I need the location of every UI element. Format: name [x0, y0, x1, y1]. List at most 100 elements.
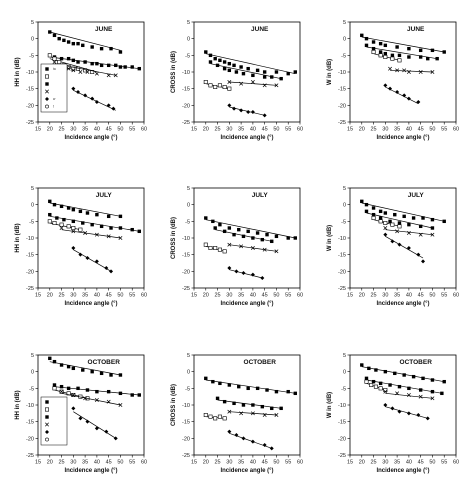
legend-marker: [45, 104, 49, 109]
point-open-square: [371, 216, 376, 221]
x-tick-label: 25: [370, 293, 376, 299]
point-filled-square: [360, 363, 364, 367]
x-tick-label: 20: [203, 127, 209, 133]
x-tick-label: 40: [250, 460, 256, 466]
y-tick-label: 5: [31, 353, 34, 359]
y-tick-label: -5: [341, 219, 346, 225]
y-tick-label: 0: [343, 203, 346, 209]
point-filled-square: [106, 389, 111, 394]
series-3: [47, 53, 97, 75]
x-tick-label: 20: [47, 127, 53, 133]
point-filled-square: [388, 383, 392, 387]
point-cross: [106, 399, 111, 404]
point-filled-square: [371, 46, 376, 51]
x-tick-label: 45: [418, 460, 424, 466]
series-4: [388, 66, 435, 74]
point-cross: [418, 70, 423, 74]
point-filled-square: [130, 393, 134, 397]
y-axis-label: HH in (dB): [15, 57, 21, 86]
point-cross: [83, 396, 88, 401]
x-tick-label: 25: [370, 127, 376, 133]
x-tick-label: 60: [141, 127, 147, 133]
point-filled-diamond: [104, 429, 109, 434]
y-tick-label: -20: [26, 103, 34, 109]
point-filled-square: [397, 53, 402, 58]
point-cross-stroke: [395, 68, 400, 73]
x-tick-label: 35: [394, 460, 400, 466]
x-tick-label: 45: [262, 127, 268, 133]
point-cross: [227, 242, 232, 247]
y-tick-label: -5: [29, 53, 34, 59]
point-cross: [52, 60, 57, 64]
point-filled-diamond: [397, 409, 402, 414]
x-tick-label: 50: [117, 127, 123, 133]
y-tick-label: -15: [338, 420, 346, 426]
trend-line: [73, 90, 116, 111]
x-axis-label: Incidence angle (°): [64, 468, 117, 474]
x-tick-label: 45: [418, 127, 424, 133]
x-axis-label: Incidence angle (°): [220, 468, 273, 474]
point-filled-square: [78, 209, 83, 214]
point-filled-square: [66, 386, 71, 391]
panel-2: 15 20 25 30 35 40 45 50 55 6050-5-10-15-20-25JUNE…: [171, 20, 303, 141]
y-tick-label: 0: [187, 370, 190, 376]
point-filled-square: [388, 219, 392, 224]
point-filled-square: [99, 46, 104, 51]
point-filled-square: [286, 71, 290, 76]
point-filled-diamond: [227, 103, 232, 108]
point-filled-square: [232, 63, 236, 68]
point-cross: [71, 393, 76, 397]
point-filled-square: [59, 363, 64, 367]
point-filled-diamond: [246, 110, 251, 114]
point-filled-square: [411, 216, 416, 220]
point-filled-square: [71, 41, 76, 46]
series-3: [371, 216, 402, 229]
point-cross: [59, 389, 64, 394]
point-filled-diamond: [390, 239, 395, 244]
trend-line: [361, 202, 445, 222]
point-filled-square: [234, 70, 239, 74]
y-tick-label: -25: [182, 286, 190, 292]
point-filled-square: [118, 50, 123, 54]
plot-frame: [193, 187, 301, 289]
point-open-square: [47, 53, 52, 58]
point-open-square: [397, 58, 402, 63]
y-tick-label: -10: [26, 70, 34, 76]
x-tick-label: 20: [203, 293, 209, 299]
point-filled-square: [246, 66, 250, 71]
point-filled-square: [208, 60, 213, 64]
point-cross-stroke: [406, 70, 411, 74]
point-filled-diamond: [250, 110, 255, 114]
point-open-square: [208, 83, 213, 88]
panel-7: 15 20 25 30 35 40 45 50 55 6050-5-10-15-20-25OCTO…: [15, 353, 147, 474]
legend-marker: [45, 437, 49, 442]
point-filled-square: [265, 388, 269, 392]
point-cross-stroke: [94, 398, 99, 402]
point-filled-square: [402, 214, 406, 219]
point-filled-square: [421, 216, 425, 220]
point-filled-square: [241, 71, 246, 76]
x-tick-label: 50: [273, 460, 279, 466]
series-2: [364, 43, 439, 61]
series-1: [204, 376, 297, 396]
legend-label: ta: [53, 67, 56, 71]
point-filled-square: [52, 383, 57, 387]
point-filled-square: [204, 50, 208, 54]
y-tick-label: -20: [338, 103, 346, 109]
panel-title: OCTOBER: [244, 359, 277, 366]
y-tick-label: -25: [26, 286, 34, 292]
x-tick-label: 55: [441, 460, 447, 466]
x-tick-label: 60: [453, 460, 459, 466]
series-5: [227, 429, 274, 451]
x-tick-label: 55: [129, 460, 135, 466]
point-filled-square: [95, 389, 99, 394]
x-tick-label: 60: [297, 127, 303, 133]
x-tick-label: 50: [273, 293, 279, 299]
point-filled-diamond: [406, 96, 411, 101]
series-1: [48, 356, 123, 377]
point-filled-square: [265, 232, 269, 237]
x-tick-label: 15: [191, 127, 197, 133]
series-1: [360, 363, 446, 384]
point-filled-diamond: [397, 242, 402, 247]
point-cross: [250, 80, 255, 84]
